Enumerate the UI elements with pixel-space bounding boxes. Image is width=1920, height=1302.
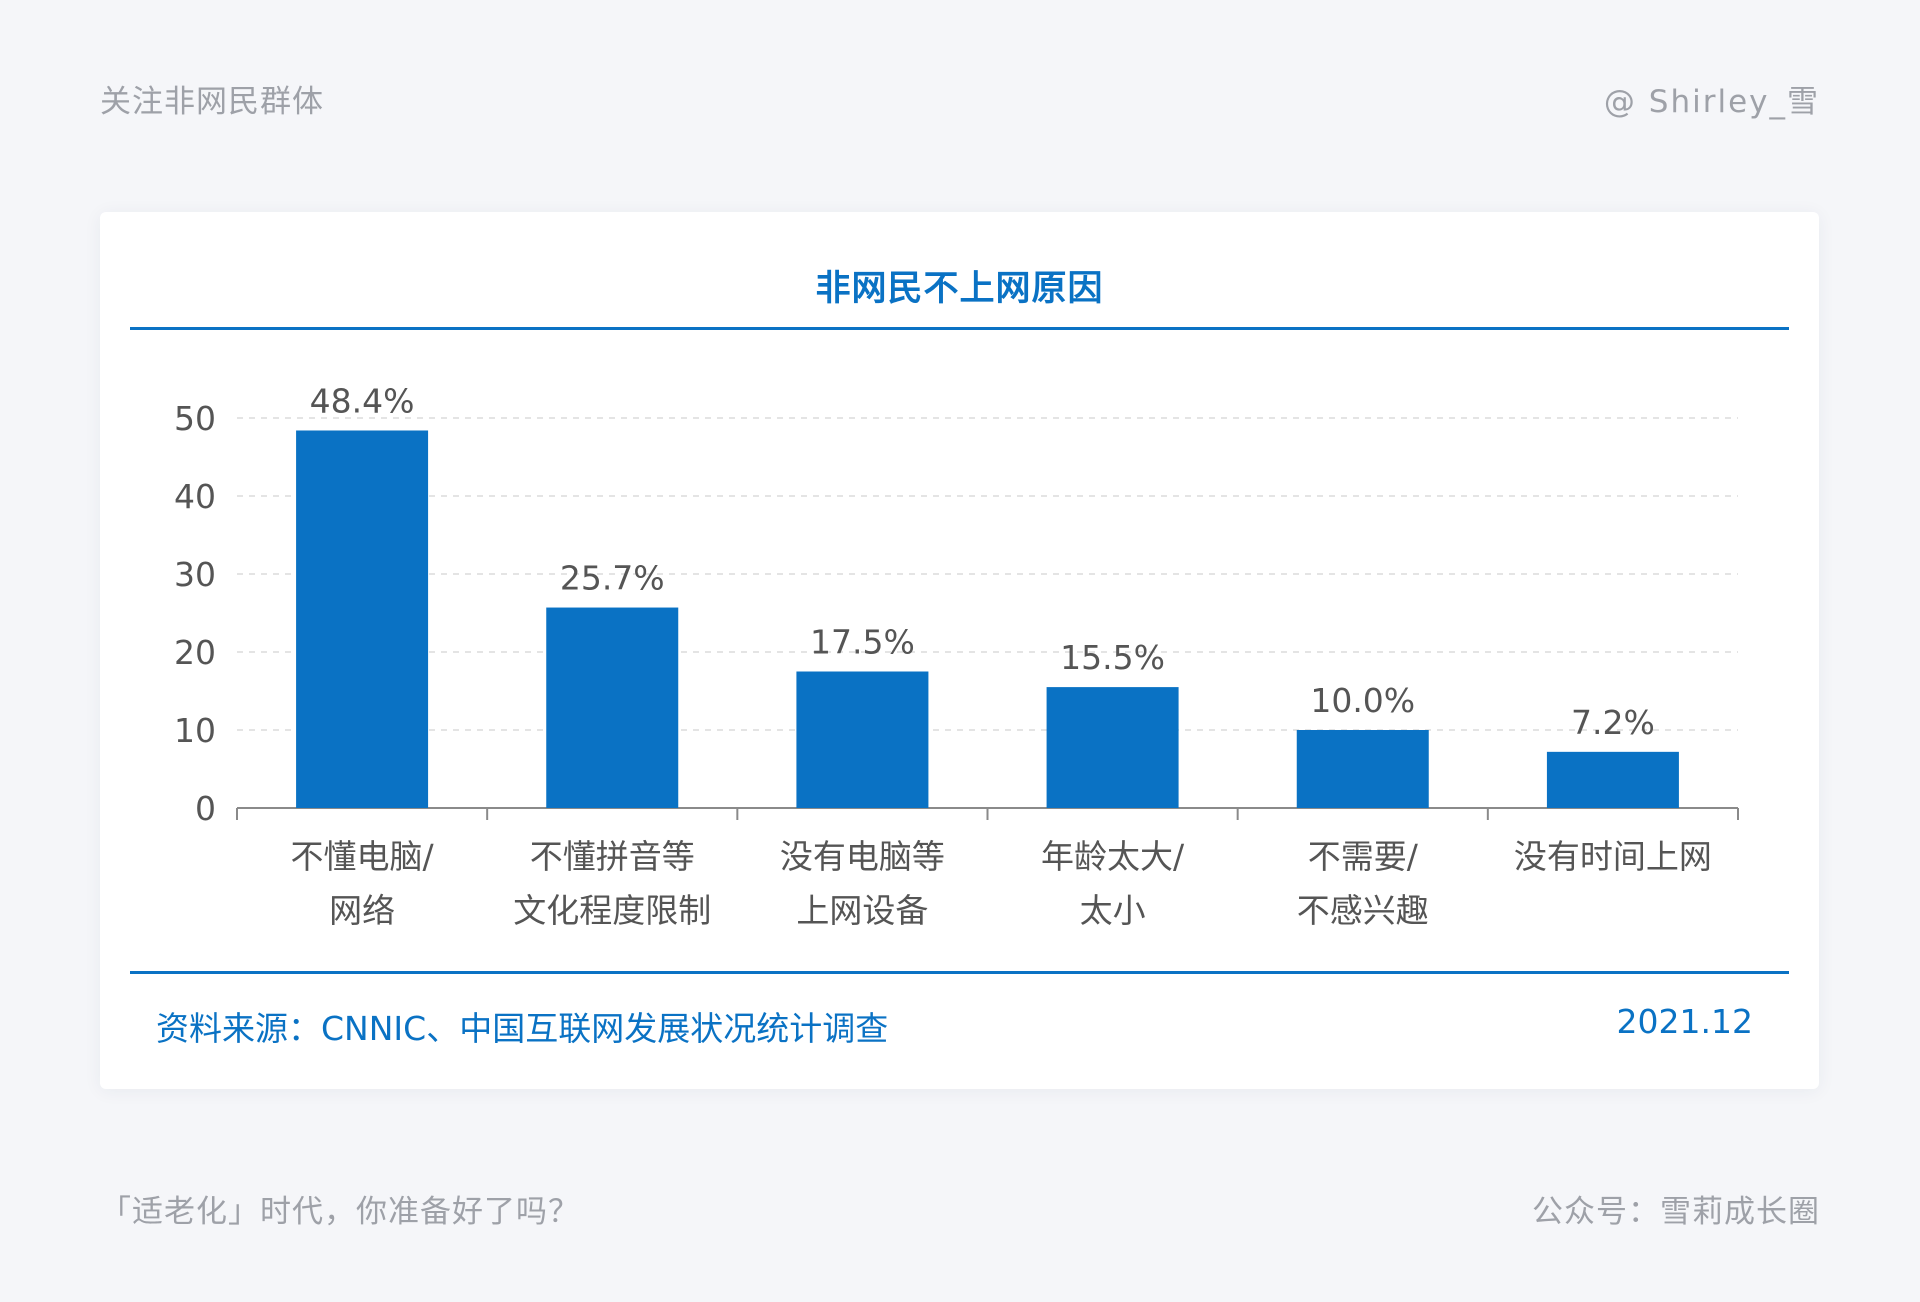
x-tick-label: 不感兴趣 bbox=[1297, 891, 1429, 930]
data-label: 25.7% bbox=[560, 559, 665, 598]
data-label: 17.5% bbox=[810, 623, 915, 662]
chart-card: 非网民不上网原因 0 10 20 30 40 50 48.4% 不懂电脑/网络 25.7% 不懂拼… bbox=[100, 212, 1819, 1089]
x-tick-label: 没有电脑等 bbox=[780, 837, 945, 876]
title-divider bbox=[130, 327, 1789, 330]
data-label: 48.4% bbox=[310, 381, 415, 420]
y-tick-label: 50 bbox=[174, 399, 216, 438]
x-tick-label: 上网设备 bbox=[796, 891, 928, 930]
data-label: 10.0% bbox=[1310, 681, 1415, 720]
bar bbox=[546, 607, 679, 808]
x-tick-label: 太小 bbox=[1080, 891, 1146, 930]
footer-tagline: 「适老化」时代，你准备好了吗？ bbox=[100, 1194, 580, 1230]
chart-title: 非网民不上网原因 bbox=[815, 269, 1104, 309]
y-tick-label: 0 bbox=[195, 789, 216, 828]
y-tick-label: 30 bbox=[174, 555, 216, 594]
data-date: 2021.12 bbox=[1616, 1002, 1753, 1041]
data-label: 7.2% bbox=[1571, 703, 1655, 742]
y-tick-label: 10 bbox=[174, 711, 216, 750]
x-tick-label: 不懂电脑/ bbox=[291, 837, 435, 876]
x-tick-label: 文化程度限制 bbox=[513, 891, 711, 930]
bar bbox=[1296, 730, 1429, 808]
x-tick-label: 不需要/ bbox=[1308, 837, 1419, 876]
y-tick-label: 20 bbox=[174, 633, 216, 672]
bar bbox=[296, 430, 429, 808]
header-author: @ Shirley_雪 bbox=[1603, 84, 1820, 120]
x-tick-label: 不懂拼音等 bbox=[530, 837, 695, 876]
bar bbox=[1546, 751, 1679, 808]
x-tick-label: 年龄太大/ bbox=[1041, 837, 1185, 876]
bar bbox=[1046, 687, 1179, 808]
x-tick-label: 没有时间上网 bbox=[1514, 837, 1712, 876]
header-topic: 关注非网民群体 bbox=[100, 84, 324, 120]
bar bbox=[796, 671, 929, 808]
footer-account: 公众号：雪莉成长圈 bbox=[1532, 1194, 1820, 1230]
data-source: 资料来源：CNNIC、中国互联网发展状况统计调查 bbox=[156, 1009, 889, 1048]
data-label: 15.5% bbox=[1060, 638, 1165, 677]
x-tick-label: 网络 bbox=[329, 891, 395, 930]
source-divider bbox=[130, 971, 1789, 974]
y-tick-label: 40 bbox=[174, 477, 216, 516]
